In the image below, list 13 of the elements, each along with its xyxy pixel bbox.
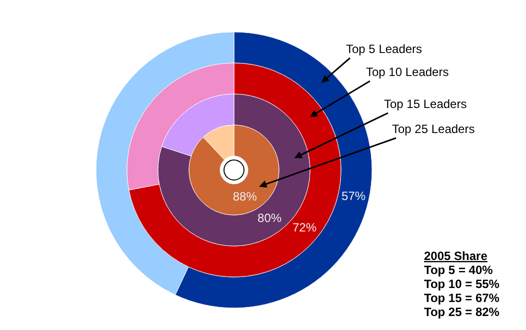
text: Top 25 = 82%: [424, 305, 500, 319]
data-label: 57%: [342, 188, 366, 203]
text: Top 10 = 55%: [424, 277, 500, 291]
data-label: 88%: [232, 190, 258, 204]
text: 2005 Share: [424, 249, 488, 263]
data-label: 80%: [258, 211, 282, 226]
text: Top 10 Leaders: [366, 65, 449, 79]
text: Top 5 Leaders: [346, 42, 422, 56]
text: Top 15 Leaders: [384, 97, 467, 111]
text: Top 15 = 67%: [424, 291, 500, 305]
data-label: 72%: [292, 220, 317, 234]
text: Top 5 = 40%: [424, 263, 494, 277]
text: Top 25 Leaders: [392, 122, 475, 136]
